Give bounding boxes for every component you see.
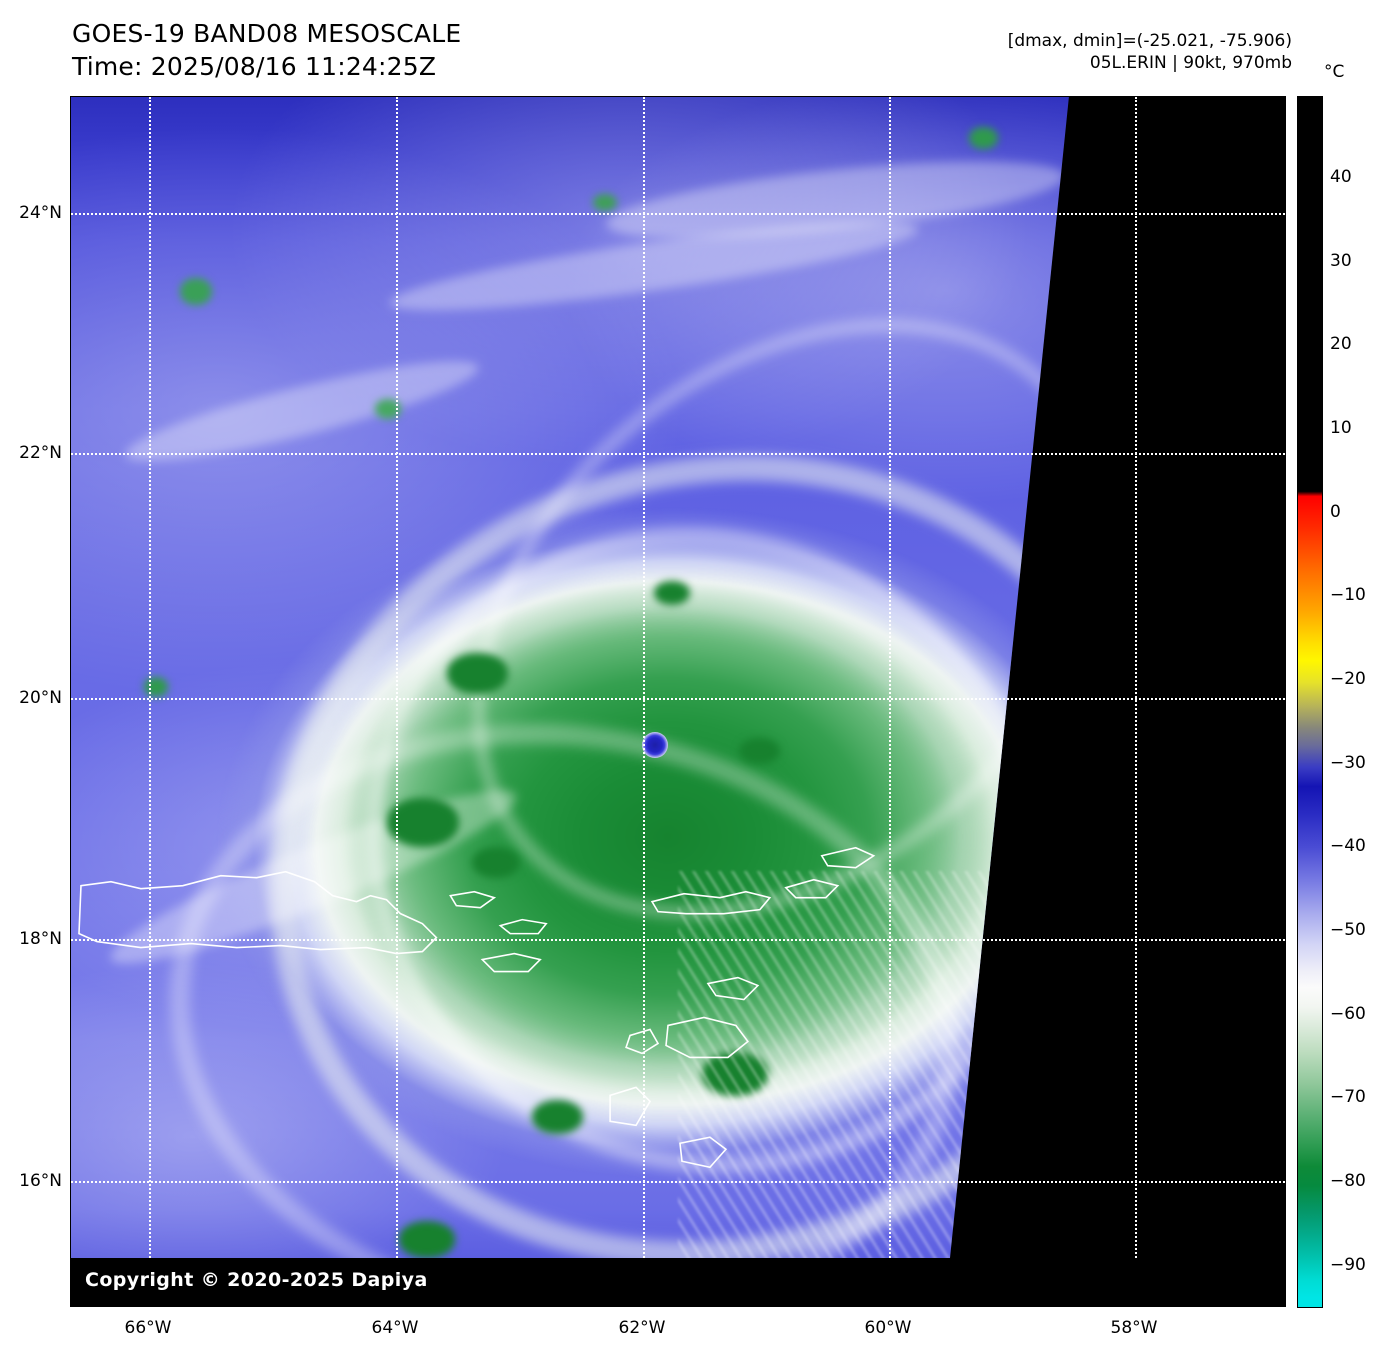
colorbar-tick-m10: −10 (1330, 585, 1366, 605)
header-meta-block: [dmax, dmin]=(-25.021, -75.906) 05L.ERIN… (1008, 30, 1292, 74)
gridline-lon-66w (149, 97, 151, 1306)
gridline-lon-60w (889, 97, 891, 1306)
lon-tick-60w: 60°W (864, 1318, 912, 1338)
lon-tick-66w: 66°W (124, 1318, 172, 1338)
gridline-lon-62w (643, 97, 645, 1306)
colorbar-tick-m90: −90 (1330, 1255, 1366, 1275)
gridline-lat-24n (71, 213, 1285, 215)
colorbar-tick-0: 0 (1330, 502, 1341, 522)
coastline-barbuda (820, 846, 876, 869)
colorbar-tick-m40: −40 (1330, 836, 1366, 856)
header-title-block: GOES-19 BAND08 MESOSCALE Time: 2025/08/1… (72, 18, 461, 83)
colorbar-tick-m50: −50 (1330, 920, 1366, 940)
data-range-label: [dmax, dmin]=(-25.021, -75.906) (1007, 31, 1292, 51)
colorbar-tick-m20: −20 (1330, 669, 1366, 689)
temperature-colorbar[interactable] (1297, 96, 1323, 1308)
coastline-anguilla-group (650, 890, 772, 915)
colorbar-tick-m30: −30 (1330, 753, 1366, 773)
gridline-lon-58w (1135, 97, 1137, 1306)
storm-eye (641, 731, 668, 758)
colorbar-tick-30: 30 (1330, 251, 1352, 271)
coastline-guadeloupe (665, 1016, 749, 1059)
cold-cloud-core (398, 1221, 455, 1258)
cold-cloud-core (532, 1100, 584, 1135)
cold-cloud-core (738, 737, 780, 765)
gridline-lat-22n (71, 453, 1285, 455)
gridline-lon-64w (396, 97, 398, 1306)
colorbar-tick-20: 20 (1330, 334, 1352, 354)
gridline-lat-18n (71, 939, 1285, 941)
cold-cloud-core (702, 1052, 768, 1096)
satellite-raster (71, 97, 1285, 1306)
cold-cloud-core (653, 580, 691, 605)
coastline-vieques (449, 890, 497, 909)
colorbar-unit-label: °C (1324, 62, 1345, 82)
graticule-gridlines (71, 97, 1285, 1306)
colorbar-tick-m80: −80 (1330, 1171, 1366, 1191)
colorbar-tick-m70: −70 (1330, 1087, 1366, 1107)
cold-cloud-core (471, 846, 521, 878)
gridline-lat-20n (71, 698, 1285, 700)
gridline-lat-16n (71, 1181, 1285, 1183)
lat-tick-16n: 16°N (19, 1171, 62, 1191)
satellite-image-plot[interactable]: Copyright © 2020-2025 Dapiya (70, 96, 1286, 1307)
lon-tick-64w: 64°W (371, 1318, 419, 1338)
coastline-antigua (706, 976, 760, 1001)
lat-tick-24n: 24°N (19, 203, 62, 223)
cold-cloud-core (386, 798, 460, 847)
coastline-puerto-rico (78, 870, 438, 955)
island-cloud-speck (374, 399, 402, 419)
lon-tick-58w: 58°W (1110, 1318, 1158, 1338)
coastline-virgin-islands (498, 918, 548, 935)
colorbar-tick-m60: −60 (1330, 1004, 1366, 1024)
page-title: GOES-19 BAND08 MESOSCALE (72, 19, 462, 48)
colorbar-tick-40: 40 (1330, 167, 1352, 187)
inner-core-cold-cloud (313, 580, 994, 1137)
coastline-montserrat (625, 1028, 660, 1055)
copyright-bar: Copyright © 2020-2025 Dapiya (71, 1258, 1285, 1306)
lon-tick-62w: 62°W (618, 1318, 666, 1338)
coastline-st-martin (784, 878, 840, 899)
lat-tick-18n: 18°N (19, 929, 62, 949)
coastline-st-croix (480, 952, 542, 973)
storm-info-label: 05L.ERIN | 90kt, 970mb (1089, 53, 1292, 74)
coastline-martinique (679, 1136, 728, 1169)
lat-tick-20n: 20°N (19, 688, 62, 708)
cold-cloud-core (447, 653, 509, 695)
lat-tick-22n: 22°N (19, 443, 62, 463)
colorbar-tick-10: 10 (1330, 418, 1352, 438)
island-cloud-speck (180, 278, 212, 305)
timestamp-label: Time: 2025/08/16 11:24:25Z (72, 51, 437, 81)
copyright-label: Copyright © 2020-2025 Dapiya (85, 1269, 428, 1291)
island-cloud-speck (593, 193, 618, 211)
island-cloud-speck (969, 127, 999, 149)
